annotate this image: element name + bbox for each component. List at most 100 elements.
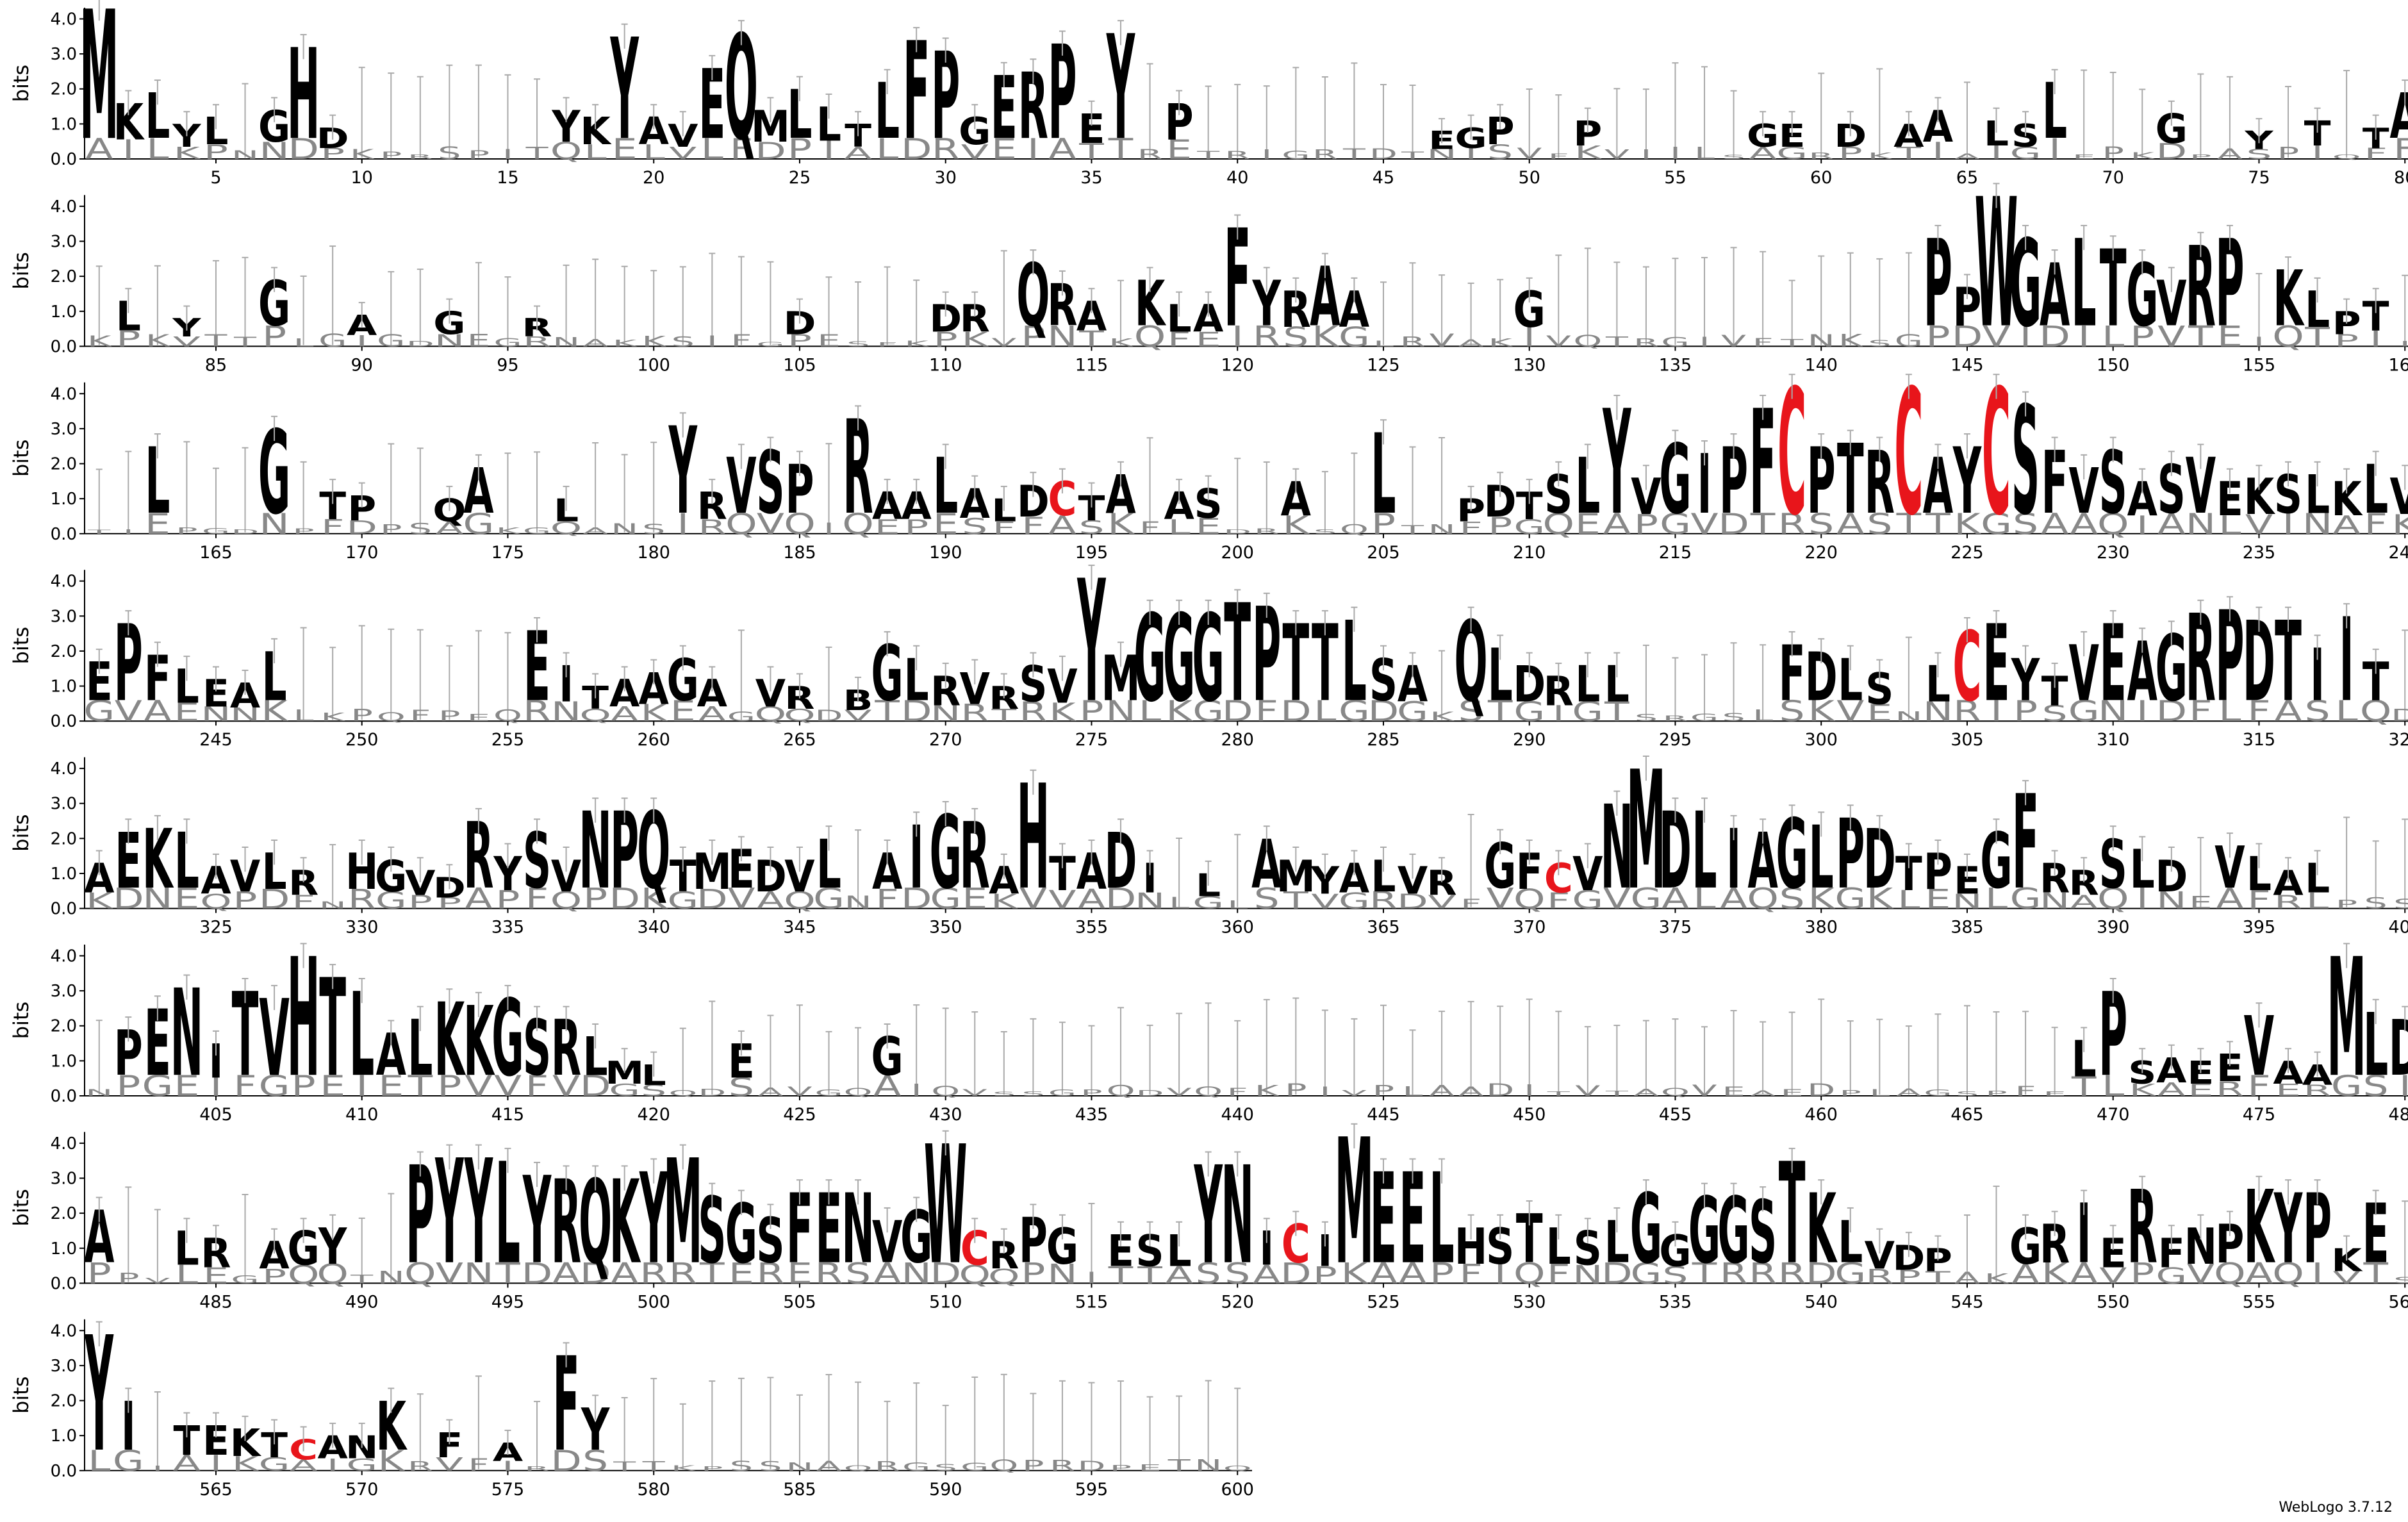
minor-residue-letter: I xyxy=(1465,145,1477,163)
minor-residue-letter: K xyxy=(1984,1271,2010,1287)
minor-residue-letter: D xyxy=(609,882,639,916)
x-tick-label: 150 xyxy=(2097,355,2130,375)
minor-residue-letter: T xyxy=(2304,321,2330,352)
minor-residue-letter: S xyxy=(2246,147,2272,163)
minor-residue-letter: K xyxy=(641,700,668,727)
x-tick-label: 350 xyxy=(929,918,962,938)
minor-residue-letter: P xyxy=(292,1069,316,1103)
x-tick-label: 555 xyxy=(2243,1292,2276,1312)
minor-residue-letter: S xyxy=(2013,507,2038,541)
minor-residue-letter: I xyxy=(707,333,718,350)
minor-residue-letter: I xyxy=(1670,144,1681,163)
minor-residue-letter: D xyxy=(2156,138,2187,164)
minor-residue-letter: N xyxy=(1895,709,1923,725)
residue-letter: K xyxy=(609,1155,641,1289)
minor-residue-letter: P xyxy=(1371,507,1396,541)
minor-residue-letter: P xyxy=(1079,694,1103,728)
minor-residue-letter: E xyxy=(2188,1080,2213,1100)
minor-residue-letter: P xyxy=(380,522,402,537)
minor-residue-letter: G xyxy=(1339,321,1370,352)
minor-residue-letter: P xyxy=(468,148,490,161)
y-tick-label: 2.0 xyxy=(51,1017,77,1036)
x-tick-label: 155 xyxy=(2243,355,2276,375)
minor-residue-letter: R xyxy=(1633,336,1659,349)
residue-letter: I xyxy=(2339,593,2354,727)
minor-residue-letter: T xyxy=(350,1272,374,1286)
minor-residue-letter: K xyxy=(1808,882,1836,916)
minor-residue-letter: D xyxy=(580,1069,611,1102)
x-tick-label: 345 xyxy=(783,918,816,938)
y-tick-label: 4.0 xyxy=(51,385,77,404)
minor-residue-letter: E xyxy=(174,1069,200,1103)
y-tick-label: 4.0 xyxy=(51,197,77,217)
minor-residue-letter: G xyxy=(1339,694,1370,728)
minor-residue-letter: I xyxy=(2254,335,2264,349)
minor-residue-letter: F xyxy=(2364,145,2387,163)
minor-residue-letter: D xyxy=(522,1257,552,1291)
y-tick-label: 0.0 xyxy=(51,1087,77,1106)
y-tick-label: 2.0 xyxy=(51,267,77,286)
x-tick-label: 210 xyxy=(1513,543,1546,563)
y-axis-label: bits xyxy=(9,252,33,289)
x-tick-label: 590 xyxy=(929,1480,962,1500)
minor-residue-letter: V xyxy=(1487,882,1514,916)
minor-residue-letter: V xyxy=(1721,332,1746,351)
minor-residue-letter: R xyxy=(961,700,989,727)
x-tick-label: 115 xyxy=(1075,355,1109,375)
minor-residue-letter: A xyxy=(144,694,171,728)
minor-residue-letter: P xyxy=(1634,509,1658,540)
x-tick-label: 230 xyxy=(2097,543,2130,563)
y-tick-label: 0.0 xyxy=(51,1462,77,1481)
minor-residue-letter: Q xyxy=(1194,1084,1223,1099)
minor-residue-letter: L xyxy=(1694,144,1715,163)
minor-residue-letter: R xyxy=(815,1257,843,1291)
minor-residue-letter: L xyxy=(2218,511,2241,540)
minor-residue-letter: P xyxy=(1840,1089,1861,1098)
minor-residue-letter: E xyxy=(991,132,1017,166)
minor-residue-letter: K xyxy=(86,888,114,914)
minor-residue-letter: N xyxy=(319,900,347,911)
minor-residue-letter: A xyxy=(758,1085,783,1098)
minor-residue-letter: T xyxy=(1605,1089,1629,1097)
minor-residue-letter: I xyxy=(2136,694,2148,728)
minor-residue-letter: V xyxy=(1690,507,1718,541)
minor-residue-letter: K xyxy=(1808,694,1836,728)
minor-residue-letter: F xyxy=(525,882,548,916)
minor-residue-letter: P xyxy=(1926,320,1950,354)
minor-residue-letter: G xyxy=(930,882,961,916)
residue-letter: K xyxy=(1806,1173,1838,1285)
minor-residue-letter: F xyxy=(2015,1083,2036,1099)
minor-residue-letter: G xyxy=(202,527,230,536)
minor-residue-letter: D xyxy=(231,528,260,535)
minor-residue-letter: K xyxy=(496,526,522,536)
x-tick-label: 290 xyxy=(1513,730,1546,750)
x-tick-label: 310 xyxy=(2097,730,2130,750)
residue-letter: K xyxy=(376,1388,408,1466)
minor-residue-letter: G xyxy=(667,887,698,914)
minor-residue-letter: V xyxy=(1692,1082,1717,1100)
minor-residue-letter: G xyxy=(1513,515,1545,539)
minor-residue-letter: V xyxy=(991,336,1016,349)
x-tick-label: 145 xyxy=(1950,355,1984,375)
minor-residue-letter: G xyxy=(2010,882,2041,916)
minor-residue-letter: P xyxy=(788,331,812,351)
minor-residue-letter: F xyxy=(730,331,752,351)
minor-residue-letter: K xyxy=(962,327,989,351)
minor-residue-letter: I xyxy=(2400,340,2408,348)
minor-residue-letter: K xyxy=(671,1464,696,1473)
minor-residue-letter: I xyxy=(1523,321,1535,352)
minor-residue-letter: V xyxy=(465,1069,492,1103)
minor-residue-letter: Q xyxy=(317,1258,349,1289)
minor-residue-letter: A xyxy=(2070,891,2099,913)
minor-residue-letter: T xyxy=(1750,507,1776,541)
minor-residue-letter: A xyxy=(583,337,609,349)
minor-residue-letter: F xyxy=(1255,694,1278,728)
minor-residue-letter: F xyxy=(2247,886,2270,915)
minor-residue-letter: R xyxy=(2304,1082,2332,1100)
minor-residue-letter: A xyxy=(873,1069,901,1102)
minor-residue-letter: P xyxy=(117,1270,139,1287)
minor-residue-letter: I xyxy=(2049,132,2061,166)
minor-residue-letter: K xyxy=(1109,336,1134,349)
y-tick-label: 3.0 xyxy=(51,233,77,252)
